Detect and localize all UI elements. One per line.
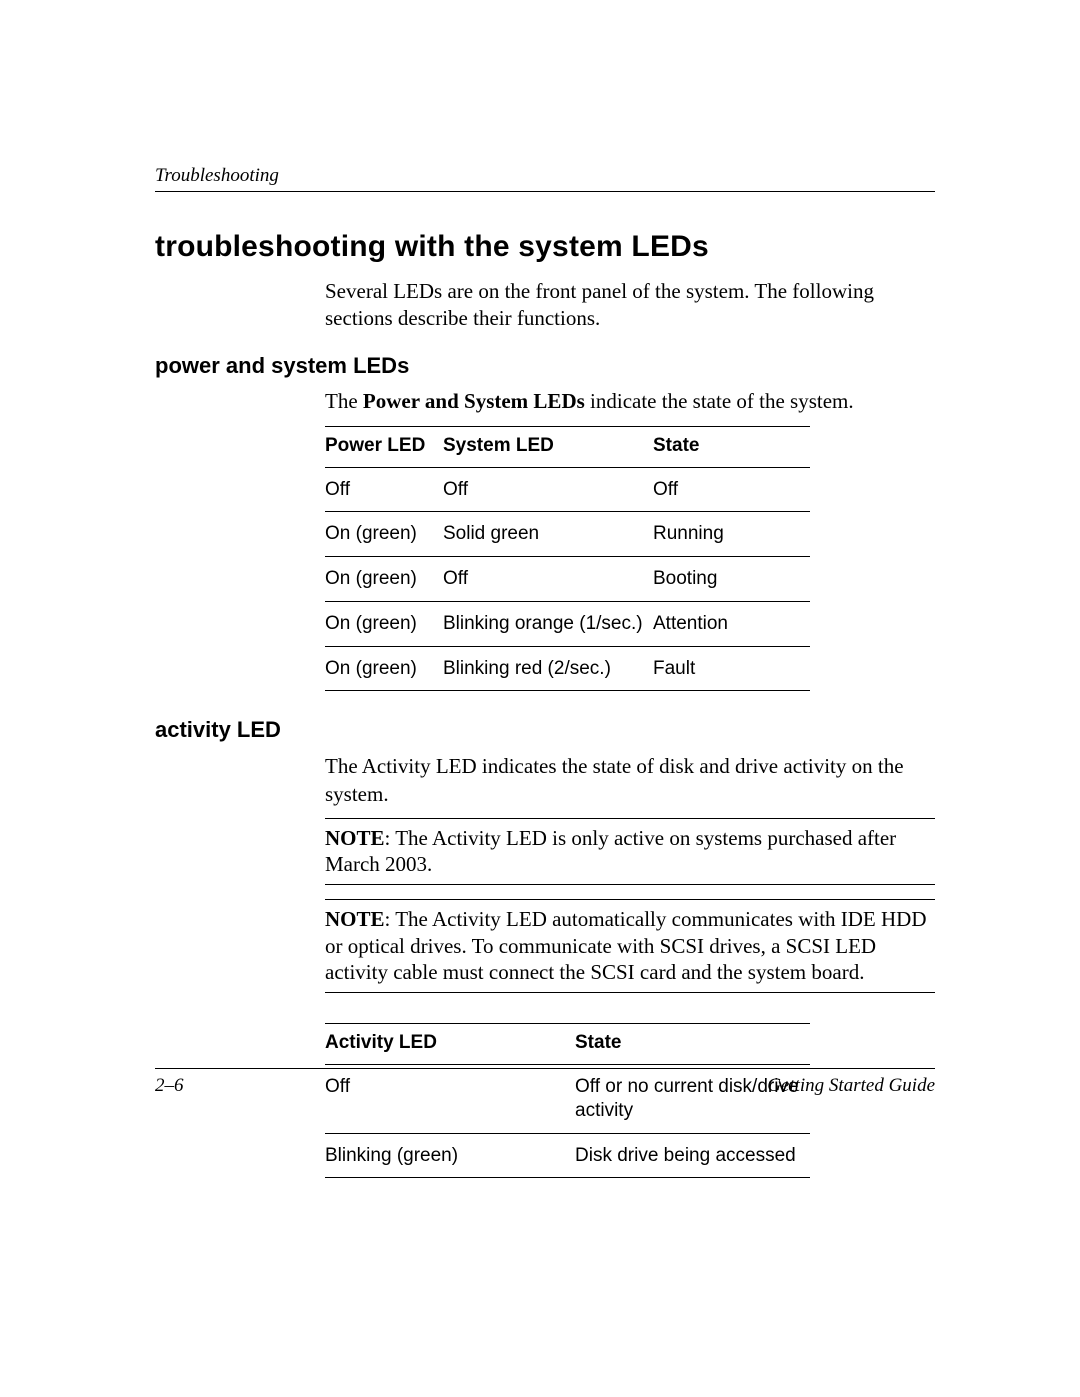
cell: Blinking orange (1/sec.): [443, 601, 653, 646]
cell: On (green): [325, 601, 443, 646]
cell: On (green): [325, 512, 443, 557]
table-header-row: Power LED System LED State: [325, 426, 810, 467]
th-power-led: Power LED: [325, 426, 443, 467]
activity-table: Activity LED State Off Off or no current…: [325, 1023, 810, 1178]
note-1: NOTE: The Activity LED is only active on…: [325, 818, 935, 886]
cell: Fault: [653, 646, 810, 691]
table-row: Off Off Off: [325, 467, 810, 512]
cell: Blinking (green): [325, 1133, 575, 1178]
cell: Disk drive being accessed: [575, 1133, 810, 1178]
cell: Off: [443, 467, 653, 512]
note-text: : The Activity LED automatically communi…: [325, 907, 927, 984]
th-system-led: System LED: [443, 426, 653, 467]
power-system-block: The Power and System LEDs indicate the s…: [325, 389, 935, 692]
cell: Attention: [653, 601, 810, 646]
subsection-activity: activity LED: [155, 717, 935, 743]
section-intro-block: Several LEDs are on the front panel of t…: [325, 278, 935, 333]
cell: Off: [653, 467, 810, 512]
cell: On (green): [325, 646, 443, 691]
intro-post: indicate the state of the system.: [585, 389, 854, 413]
note-text: : The Activity LED is only active on sys…: [325, 826, 896, 876]
cell: Off: [325, 467, 443, 512]
note-label: NOTE: [325, 907, 385, 931]
cell: Solid green: [443, 512, 653, 557]
cell: Blinking red (2/sec.): [443, 646, 653, 691]
page-number: 2–6: [155, 1075, 184, 1097]
cell: Off: [443, 557, 653, 602]
table-header-row: Activity LED State: [325, 1024, 810, 1065]
activity-intro: The Activity LED indicates the state of …: [325, 753, 935, 808]
th-state: State: [575, 1024, 810, 1065]
cell: Booting: [653, 557, 810, 602]
note-label: NOTE: [325, 826, 385, 850]
table-row: On (green) Blinking red (2/sec.) Fault: [325, 646, 810, 691]
note-2: NOTE: The Activity LED automatically com…: [325, 899, 935, 993]
power-system-intro: The Power and System LEDs indicate the s…: [325, 389, 935, 414]
intro-bold: Power and System LEDs: [363, 389, 585, 413]
running-head: Troubleshooting: [155, 165, 935, 192]
activity-block: The Activity LED indicates the state of …: [325, 753, 935, 1178]
cell: Running: [653, 512, 810, 557]
section-intro: Several LEDs are on the front panel of t…: [325, 278, 935, 333]
table-row: On (green) Blinking orange (1/sec.) Atte…: [325, 601, 810, 646]
table-row: On (green) Off Booting: [325, 557, 810, 602]
subsection-power-system: power and system LEDs: [155, 353, 935, 379]
page-footer: 2–6 Getting Started Guide: [155, 1068, 935, 1097]
th-activity-led: Activity LED: [325, 1024, 575, 1065]
section-title: troubleshooting with the system LEDs: [155, 230, 935, 264]
th-state: State: [653, 426, 810, 467]
page: Troubleshooting troubleshooting with the…: [0, 0, 1080, 1397]
table-row: On (green) Solid green Running: [325, 512, 810, 557]
guide-title: Getting Started Guide: [767, 1075, 935, 1097]
table-row: Blinking (green) Disk drive being access…: [325, 1133, 810, 1178]
intro-pre: The: [325, 389, 363, 413]
cell: On (green): [325, 557, 443, 602]
power-system-table: Power LED System LED State Off Off Off O…: [325, 426, 810, 692]
